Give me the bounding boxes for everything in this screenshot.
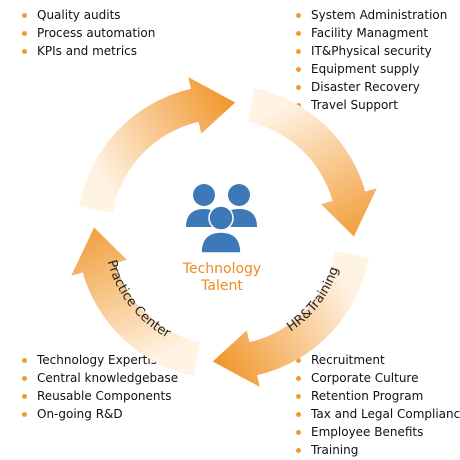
list-item: Employee Benefits <box>294 423 460 441</box>
bullet-icon <box>22 31 27 36</box>
bullet-icon <box>296 376 301 381</box>
it-operations-label: IT&Operations <box>0 0 5 4</box>
list-item: Process automation <box>20 24 155 42</box>
center-title-line2: Talent <box>201 278 243 294</box>
list-item: KPIs and metrics <box>20 42 155 60</box>
practice-center-arrow <box>71 227 201 376</box>
list-item: Technology Expertise <box>20 351 178 369</box>
qms-label: QMS <box>0 0 6 4</box>
bullet-icon <box>296 13 301 18</box>
list-item: System Administration <box>294 6 447 24</box>
list-item: Reusable Components <box>20 387 178 405</box>
list-item: Tax and Legal Compliance <box>294 405 460 423</box>
bullet-icon <box>296 358 301 363</box>
list-item: Disaster Recovery <box>294 78 447 96</box>
people-group-icon <box>186 184 257 254</box>
hr-training-arrow <box>212 251 369 387</box>
hr-training-bullet-list: Recruitment Corporate Culture Retention … <box>294 351 460 459</box>
list-item: Training <box>294 441 460 459</box>
bullet-icon <box>296 31 301 36</box>
practice-center-bullet-list: Technology Expertise Central knowledgeba… <box>20 351 178 423</box>
qms-bullet-list: Quality audits Process automation KPIs a… <box>20 6 155 60</box>
bullet-icon <box>22 376 27 381</box>
bullet-icon <box>22 358 27 363</box>
bullet-icon <box>22 412 27 417</box>
bullet-icon <box>296 412 301 417</box>
list-item: Equipment supply <box>294 60 447 78</box>
bullet-icon <box>296 67 301 72</box>
bullet-icon <box>296 85 301 90</box>
bullet-icon <box>296 394 301 399</box>
bullet-icon <box>22 13 27 18</box>
list-item: Central knowledgebase <box>20 369 178 387</box>
qms-arrow <box>79 77 236 213</box>
bullet-icon <box>296 448 301 453</box>
list-item: Retention Program <box>294 387 460 405</box>
list-item: Facility Managment <box>294 24 447 42</box>
bullet-icon <box>296 49 301 54</box>
list-item: On-going R&D <box>20 405 178 423</box>
list-item: Recruitment <box>294 351 460 369</box>
it-operations-bullet-list: System Administration Facility Managment… <box>294 6 447 114</box>
list-item: Corporate Culture <box>294 369 460 387</box>
list-item: IT&Physical security <box>294 42 447 60</box>
bullet-icon <box>22 49 27 54</box>
list-item: Quality audits <box>20 6 155 24</box>
it-operations-arrow <box>247 88 377 237</box>
center-title-line1: Technology <box>182 261 262 277</box>
bullet-icon <box>22 394 27 399</box>
bullet-icon <box>296 430 301 435</box>
